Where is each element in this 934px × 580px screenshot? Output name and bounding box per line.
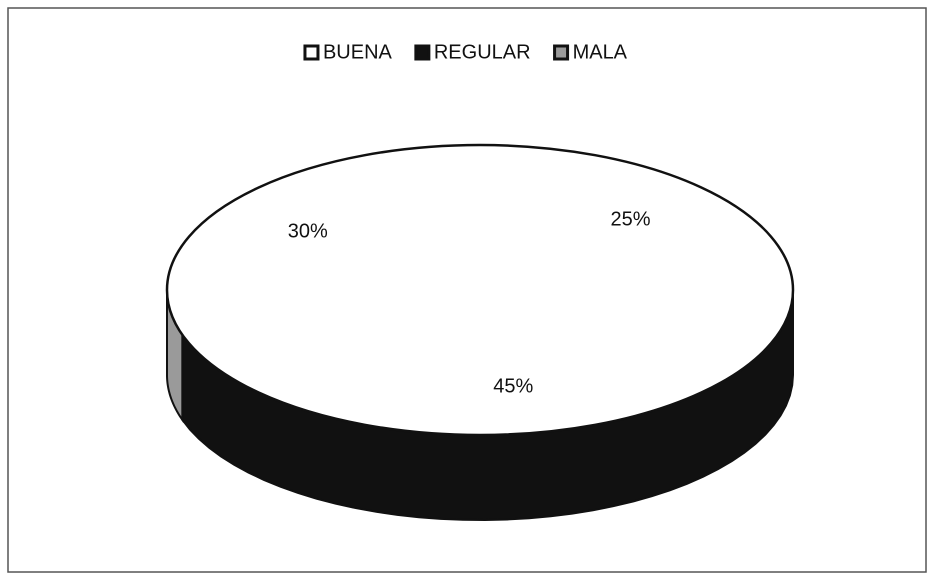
legend-marker [303, 44, 320, 61]
legend-item: REGULAR [414, 41, 531, 63]
pie-outline [165, 143, 795, 437]
legend-label: REGULAR [434, 41, 531, 63]
pie-tops [165, 143, 795, 437]
data-label: 25% [610, 209, 650, 231]
legend-label: BUENA [323, 41, 393, 63]
legend: BUENA REGULAR MALA [303, 41, 628, 63]
data-label: 45% [493, 376, 533, 398]
data-labels: 25% 45% 30% [288, 209, 651, 398]
legend-label: MALA [573, 41, 628, 63]
legend-item: MALA [553, 41, 628, 63]
legend-item: BUENA [303, 41, 393, 63]
legend-marker [553, 44, 570, 61]
legend-marker [414, 44, 431, 61]
data-label: 30% [288, 220, 328, 242]
